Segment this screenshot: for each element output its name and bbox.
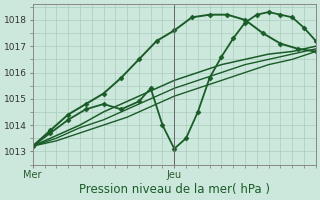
X-axis label: Pression niveau de la mer( hPa ): Pression niveau de la mer( hPa ) (79, 183, 270, 196)
